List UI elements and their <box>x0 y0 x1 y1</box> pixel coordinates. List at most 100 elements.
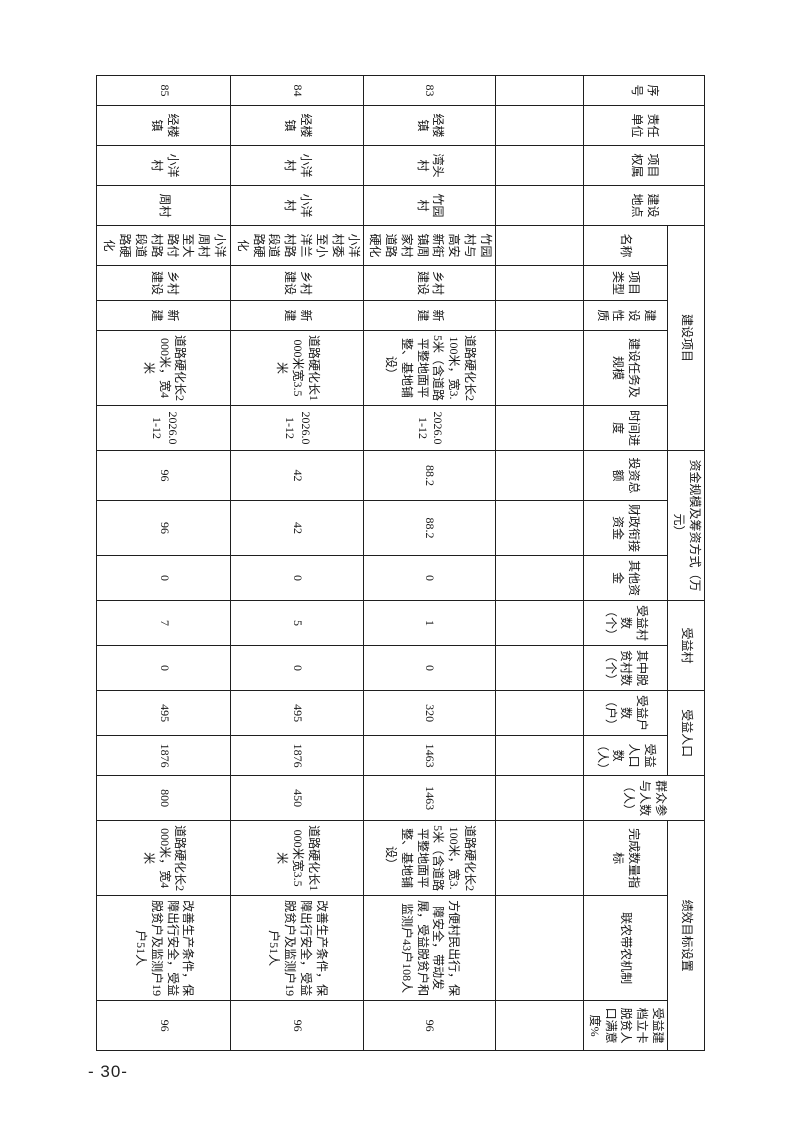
column-header: 序号 <box>583 75 705 106</box>
table-cell: 495 <box>230 690 364 736</box>
table-cell: 96 <box>96 450 231 501</box>
table-cell <box>495 555 584 601</box>
column-header: 建设任务及规模 <box>583 330 668 406</box>
table-cell: 1876 <box>96 735 231 776</box>
table-cell <box>495 405 584 451</box>
table-cell: 83 <box>363 75 496 106</box>
table-cell <box>495 600 584 646</box>
table-cell: 湾头村 <box>363 145 496 186</box>
table-cell: 320 <box>363 690 496 736</box>
table-cell: 方便村民出行，保障安全，带动发展，受益脱贫户和监测户43户108人 <box>363 895 496 1001</box>
table-cell: 经楼镇 <box>96 105 231 146</box>
table-cell: 1 <box>363 600 496 646</box>
table-cell: 小洋村 <box>230 145 364 186</box>
column-header: 名称 <box>583 225 668 266</box>
table-cell <box>495 265 584 301</box>
table-cell: 乡村建设 <box>230 265 364 301</box>
table-cell: 42 <box>230 500 364 556</box>
table-cell: 96 <box>96 500 231 556</box>
table-cell: 0 <box>363 645 496 691</box>
group-header-cell: 绩效目标设置 <box>667 820 705 1051</box>
group-header-cell: 建设项目 <box>667 225 705 451</box>
column-header: 其中脱贫村数（个） <box>583 645 668 691</box>
table-cell <box>495 820 584 896</box>
column-header: 联农带农机制 <box>583 895 668 1001</box>
table-cell: 88.2 <box>363 500 496 556</box>
table-cell <box>495 645 584 691</box>
table-cell: 道路硬化长2000米，宽4米 <box>96 820 231 896</box>
table-cell: 小洋村 <box>96 145 231 186</box>
table-cell: 道路硬化长2100米，宽3.5米（含道路平整地面平整、基地铺设） <box>363 330 496 406</box>
table-cell <box>495 500 584 556</box>
table-cell <box>495 690 584 736</box>
table-cell: 道路硬化长2000米，宽4米 <box>96 330 231 406</box>
table-cell: 96 <box>230 1000 364 1051</box>
table-cell: 1876 <box>230 735 364 776</box>
table-cell: 竹园村与高安新街镇周家村道路硬化 <box>363 225 496 266</box>
column-header: 建设性质 <box>583 300 668 331</box>
table-row: 85 经楼镇 小洋村 周村 小洋周村至大路付村路段道路硬化 乡村建设 新建 道路… <box>96 75 231 1051</box>
table-cell <box>495 735 584 776</box>
table-cell: 道路硬化长1000米宽3.5米 <box>230 330 364 406</box>
table-cell: 800 <box>96 775 231 821</box>
table-cell <box>495 300 584 331</box>
table-cell <box>495 775 584 821</box>
project-table: 序号 责任单位 项目权属 建设地点 建设项目 资金规模及筹资方式（万元） 受益村… <box>96 75 705 1052</box>
table-cell <box>495 450 584 501</box>
table-cell: 495 <box>96 690 231 736</box>
table-cell: 新建 <box>96 300 231 331</box>
table-cell: 96 <box>363 1000 496 1051</box>
table-cell: 道路硬化长1000米宽3.5米 <box>230 820 364 896</box>
table-cell: 7 <box>96 600 231 646</box>
table-cell <box>495 1000 584 1051</box>
table-row: 84 经楼镇 小洋村 小洋村 小洋村委至小洋兰村路段道路硬化 乡村建设 新建 道… <box>230 75 364 1051</box>
column-header: 时间进度 <box>583 405 668 451</box>
column-header: 受益村数（个） <box>583 600 668 646</box>
table-cell: 2026.01-12 <box>230 405 364 451</box>
table-cell: 经楼镇 <box>230 105 364 146</box>
column-header: 责任单位 <box>583 105 705 146</box>
table-cell: 1463 <box>363 735 496 776</box>
table-cell: 1463 <box>363 775 496 821</box>
table-cell: 小洋村委至小洋兰村路段道路硬化 <box>230 225 364 266</box>
table-cell: 0 <box>230 555 364 601</box>
table-cell: 改善生产条件，保障出行安全，受益脱贫户及监测户19户51人 <box>230 895 364 1001</box>
table-row: 序号 责任单位 项目权属 建设地点 建设项目 资金规模及筹资方式（万元） 受益村… <box>583 75 705 1051</box>
column-header: 财政衔接资金 <box>583 500 668 556</box>
column-header: 投资总额 <box>583 450 668 501</box>
column-header: 群众参与人数（人） <box>583 775 705 821</box>
table-cell <box>495 895 584 1001</box>
table-cell: 新建 <box>230 300 364 331</box>
table-cell: 道路硬化长2100米，宽3.5米（含道路平整地面平整、基地铺设） <box>363 820 496 896</box>
table-row-empty <box>495 75 584 1051</box>
table-cell: 经楼镇 <box>363 105 496 146</box>
rotated-table-container: 序号 责任单位 项目权属 建设地点 建设项目 资金规模及筹资方式（万元） 受益村… <box>96 75 705 1052</box>
group-header-cell: 受益村 <box>667 600 705 691</box>
table-cell: 2026.01-12 <box>363 405 496 451</box>
table-cell: 周村 <box>96 185 231 226</box>
table-cell <box>495 185 584 226</box>
column-header: 项目类型 <box>583 265 668 301</box>
table-cell: 小洋周村至大路付村路段道路硬化 <box>96 225 231 266</box>
column-header: 受益建档立卡脱贫人口满意度% <box>583 1000 668 1051</box>
column-header: 项目权属 <box>583 145 705 186</box>
table-cell <box>495 225 584 266</box>
table-cell <box>495 145 584 186</box>
table-cell: 小洋村 <box>230 185 364 226</box>
table-cell: 0 <box>96 555 231 601</box>
table-cell: 5 <box>230 600 364 646</box>
column-header: 完成数量指标 <box>583 820 668 896</box>
table-cell: 0 <box>363 555 496 601</box>
table-cell: 85 <box>96 75 231 106</box>
table-cell: 乡村建设 <box>363 265 496 301</box>
table-cell <box>495 330 584 406</box>
table-cell: 新建 <box>363 300 496 331</box>
table-cell: 竹园村 <box>363 185 496 226</box>
page-number: - 30- <box>88 1062 128 1081</box>
table-cell: 乡村建设 <box>96 265 231 301</box>
table-cell: 0 <box>230 645 364 691</box>
table-cell: 84 <box>230 75 364 106</box>
table-cell: 450 <box>230 775 364 821</box>
table-cell <box>495 75 584 106</box>
